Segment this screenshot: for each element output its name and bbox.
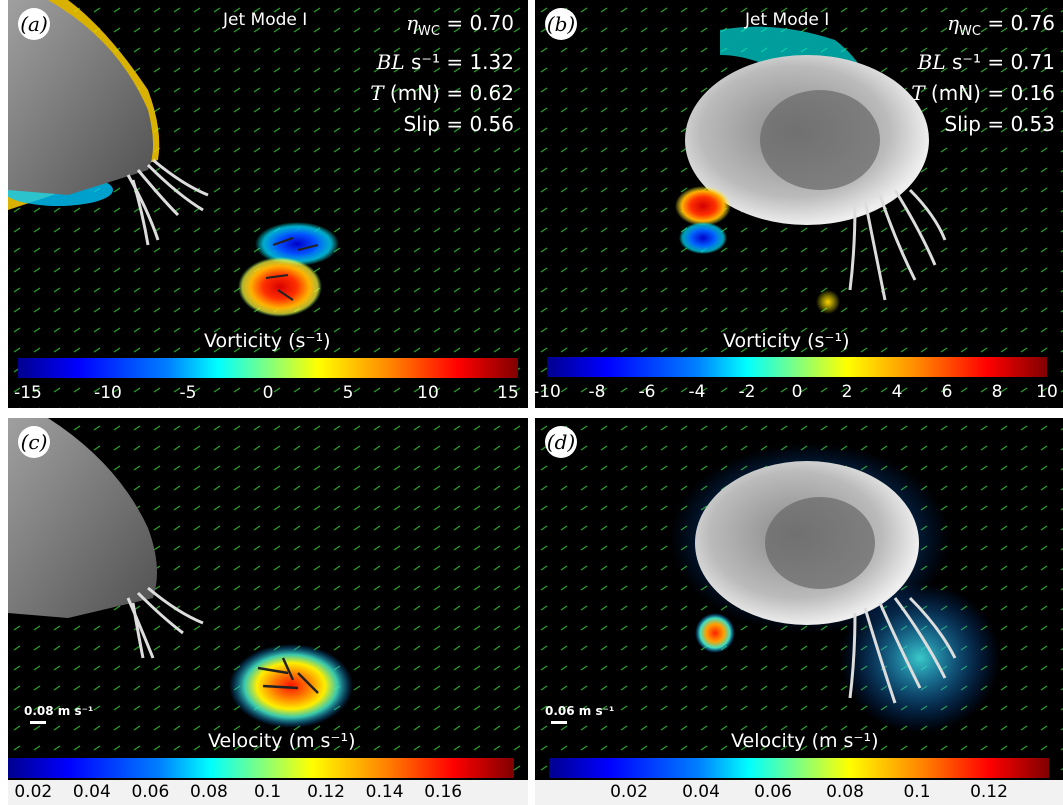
scale-bar-label: 0.08 m s⁻¹ [24, 704, 94, 718]
colorbar [549, 758, 1049, 778]
colorbar-tick: 0.04 [682, 782, 720, 802]
bl-row: BL s⁻¹ = 0.71 [917, 50, 1055, 74]
colorbar-label: Velocity (m s⁻¹) [208, 730, 356, 752]
colorbar-tick: 0.1 [253, 782, 282, 802]
eta-wc-row: ηWC = 0.70 [406, 11, 514, 39]
colorbar-tick: 5 [342, 383, 354, 403]
velocity-field-d [535, 418, 1063, 805]
jet-velocity-core [695, 613, 735, 653]
colorbar-tick: -2 [738, 382, 756, 402]
colorbar-tick: 0.12 [970, 782, 1008, 802]
colorbar-tick: -15 [14, 383, 42, 403]
nautilus-shell [8, 418, 157, 618]
vorticity-field-b [535, 0, 1063, 408]
colorbar-tick: 6 [941, 382, 953, 402]
panel-label: (c) [18, 426, 50, 458]
bl-row: BL s⁻¹ = 1.32 [376, 50, 514, 74]
nautilus-whorl [760, 90, 880, 190]
colorbar-ticks: -15 -10 -5 0 5 10 15 [14, 383, 519, 405]
scale-bar: 0.08 m s⁻¹ [24, 704, 93, 724]
colorbar-tick: 2 [841, 382, 853, 402]
colorbar [8, 758, 514, 778]
colorbar-tick: 0 [791, 382, 803, 402]
scale-bar-line [30, 721, 46, 724]
colorbar-tick: 15 [497, 383, 519, 403]
colorbar-tick: -10 [94, 383, 122, 403]
colorbar-tick: -5 [179, 383, 197, 403]
scale-bar: 0.06 m s⁻¹ [545, 704, 614, 724]
vortex-negative [255, 222, 339, 266]
nautilus-shell [8, 0, 153, 195]
colorbar-tick: 0.04 [72, 782, 111, 802]
jet-mode-title: Jet Mode I [223, 10, 308, 30]
colorbar [18, 358, 518, 378]
colorbar-tick: 0.08 [190, 782, 228, 802]
scale-bar-label: 0.06 m s⁻¹ [545, 704, 615, 718]
tick-band [535, 780, 1063, 805]
panel-label: (b) [545, 8, 577, 40]
jet-vectors [257, 657, 319, 694]
jet-velocity-core [229, 644, 353, 728]
colorbar-tick: 0.02 [14, 782, 53, 802]
colorbar-label: Vorticity (s⁻¹) [204, 330, 331, 352]
panel-a-vorticity: (a) Jet Mode I ηWC = 0.70 BL s⁻¹ = 1.32 … [8, 0, 528, 408]
vortex-vectors [265, 237, 319, 301]
stats-block: ηWC = 0.70 BL s⁻¹ = 1.32 T (mN) = 0.62 S… [370, 8, 514, 140]
colorbar-tick: 0.14 [365, 782, 404, 802]
slip-row: Slip = 0.56 [403, 112, 514, 136]
colorbar [547, 357, 1047, 377]
colorbar-tick: 10 [1036, 382, 1058, 402]
colorbar-tick: 0 [262, 383, 274, 403]
vortex-positive [675, 186, 731, 226]
vortex-small [816, 290, 840, 314]
thrust-row: T (mN) = 0.16 [911, 81, 1055, 105]
panel-label: (a) [18, 8, 50, 40]
vortex-negative [679, 222, 727, 254]
tick-band [8, 780, 528, 805]
colorbar-label: Vorticity (s⁻¹) [723, 330, 850, 352]
scale-bar-line [551, 721, 567, 724]
colorbar-tick: 0.12 [307, 782, 345, 802]
nautilus-tentacles [126, 586, 204, 659]
velocity-tentacle-halo [840, 583, 1000, 733]
thrust-row: T (mN) = 0.62 [370, 81, 514, 105]
colorbar-tick: 8 [991, 382, 1003, 402]
colorbar-tick: 0.06 [131, 782, 170, 802]
panel-d-velocity: (d) 0.06 m s⁻¹ Velocity (m s⁻¹) 0.02 0.04… [535, 418, 1063, 805]
colorbar-tick: 4 [891, 382, 903, 402]
nautilus-tentacles [848, 188, 947, 301]
jet-mode-title: Jet Mode I [745, 10, 830, 30]
colorbar-tick: -4 [688, 382, 706, 402]
colorbar-tick: -10 [535, 382, 561, 402]
nautilus-tentacles [848, 596, 957, 704]
colorbar-ticks: 0.02 0.04 0.06 0.08 0.1 0.12 0.14 0.16 [8, 782, 514, 804]
colorbar-ticks: -10 -8 -6 -4 -2 0 2 4 6 8 10 [535, 382, 1058, 404]
vorticity-field-a [8, 0, 528, 408]
colorbar-tick: -6 [638, 382, 656, 402]
colorbar-tick: 10 [417, 383, 439, 403]
velocity-field-c [8, 418, 528, 805]
vortex-positive [238, 257, 322, 317]
panel-label: (d) [545, 426, 577, 458]
nautilus-whorl [765, 497, 875, 589]
colorbar-ticks: 0.02 0.04 0.06 0.08 0.1 0.12 [549, 782, 1049, 804]
colorbar-tick: 0.16 [424, 782, 463, 802]
nautilus-tentacles [126, 158, 209, 246]
panel-b-vorticity: (b) Jet Mode I ηWC = 0.76 BL s⁻¹ = 0.71 … [535, 0, 1063, 408]
panel-c-velocity: (c) 0.08 m s⁻¹ Velocity (m s⁻¹) 0.02 0.04… [8, 418, 528, 805]
colorbar-tick: -8 [588, 382, 606, 402]
colorbar-tick: 0.1 [903, 782, 931, 802]
eta-wc-row: ηWC = 0.76 [947, 11, 1055, 39]
colorbar-tick: 0.08 [826, 782, 864, 802]
colorbar-tick: 0.02 [610, 782, 648, 802]
slip-row: Slip = 0.53 [944, 112, 1055, 136]
colorbar-tick: 0.06 [754, 782, 792, 802]
colorbar-label: Velocity (m s⁻¹) [731, 730, 879, 752]
stats-block: ηWC = 0.76 BL s⁻¹ = 0.71 T (mN) = 0.16 S… [911, 8, 1055, 140]
